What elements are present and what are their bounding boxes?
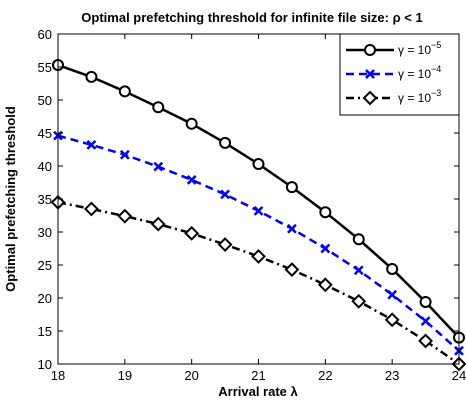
x-tick-label: 20 (184, 368, 198, 383)
data-point (86, 139, 97, 150)
data-point (252, 158, 265, 171)
legend-marker (362, 90, 378, 106)
legend-entry-3: γ = 10−3 (346, 88, 441, 106)
x-tick-label: 24 (452, 368, 466, 383)
data-point (153, 161, 164, 172)
x-tick-label: 21 (251, 368, 265, 383)
data-point (219, 136, 232, 149)
data-point (119, 149, 130, 160)
data-point (186, 174, 197, 185)
data-point (386, 262, 399, 275)
data-point (353, 265, 364, 276)
data-point (287, 223, 297, 234)
data-point (84, 201, 99, 217)
data-point (352, 233, 365, 246)
y-tick-label: 10 (38, 357, 52, 372)
y-axis-title: Optimal prefetching threshold (3, 106, 18, 292)
y-tick-label: 15 (38, 324, 52, 339)
x-tick-label: 19 (118, 368, 132, 383)
y-tick-label: 20 (38, 291, 52, 306)
data-point (285, 181, 298, 194)
data-point (220, 189, 230, 200)
legend-entry-2: γ = 10−4 (346, 64, 441, 81)
y-tick-label: 40 (38, 159, 52, 174)
data-point (317, 277, 333, 293)
y-tick-label: 45 (38, 126, 52, 141)
y-tick-label: 50 (38, 93, 52, 108)
legend: γ = 10−5 γ = 10−4 γ = 10−3 (339, 33, 460, 116)
x-tick-label: 18 (51, 368, 65, 383)
data-point (419, 295, 432, 308)
y-tick-label: 30 (38, 225, 52, 240)
data-point (185, 117, 198, 130)
series-2 (53, 130, 464, 356)
data-point (253, 205, 264, 216)
data-point (320, 243, 331, 254)
x-tick-label: 22 (318, 368, 332, 383)
tick-layer: 18 19 20 21 22 23 24 10 15 20 25 30 35 40 45 50 55 60 (38, 27, 466, 383)
series-line (57, 201, 460, 366)
data-point (217, 237, 233, 252)
data-point (284, 262, 300, 278)
y-tick-label: 55 (38, 60, 52, 75)
data-point (152, 101, 165, 114)
legend-label: γ = 10−5 (398, 40, 441, 57)
y-tick-label: 60 (38, 27, 52, 42)
data-point (117, 208, 133, 224)
data-point (384, 312, 400, 328)
data-point (150, 216, 166, 232)
data-point (351, 293, 367, 309)
data-point (118, 85, 131, 98)
legend-marker (365, 69, 375, 79)
legend-label: γ = 10−4 (398, 64, 441, 81)
series-1 (52, 59, 465, 344)
data-point (420, 316, 431, 326)
legend-label: γ = 10−3 (398, 88, 441, 105)
legend-marker (364, 44, 376, 56)
data-point (184, 225, 200, 241)
data-point (85, 70, 98, 83)
data-point (319, 206, 332, 219)
y-tick-label: 25 (38, 258, 52, 273)
y-tick-label: 35 (38, 192, 52, 207)
x-axis-title: Arrival rate λ (218, 384, 298, 399)
data-point (251, 249, 266, 264)
series-layer (50, 59, 466, 372)
series-3 (50, 194, 466, 372)
data-point (418, 333, 433, 349)
data-point (387, 289, 398, 300)
legend-entry-1: γ = 10−5 (346, 40, 441, 57)
chart-title: Optimal prefetching threshold for infini… (81, 10, 422, 25)
x-tick-label: 23 (385, 368, 399, 383)
